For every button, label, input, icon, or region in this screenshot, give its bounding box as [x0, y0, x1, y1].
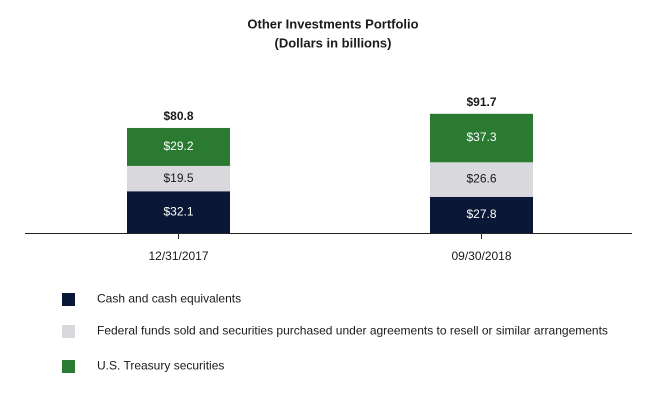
bar-segment — [430, 162, 533, 197]
value-label: $19.5 — [163, 171, 193, 185]
bar-segment — [127, 165, 230, 192]
legend-label: U.S. Treasury securities — [97, 359, 224, 373]
total-label: $91.7 — [466, 95, 496, 109]
bar-segment — [430, 196, 533, 233]
legend-swatch — [62, 360, 75, 373]
value-label: $32.1 — [163, 204, 193, 218]
total-label: $80.8 — [163, 109, 193, 123]
value-label: $26.6 — [466, 172, 496, 186]
chart-title: Other Investments Portfolio — [247, 16, 418, 31]
value-label: $29.2 — [163, 139, 193, 153]
chart-subtitle: (Dollars in billions) — [274, 35, 391, 50]
bar-segment — [430, 113, 533, 163]
bar-segment — [127, 127, 230, 166]
bar-segment — [127, 191, 230, 233]
legend-swatch — [62, 325, 75, 338]
legend-swatch — [62, 293, 75, 306]
x-tick-label: 12/31/2017 — [148, 249, 208, 263]
legend-label: Cash and cash equivalents — [97, 292, 241, 306]
value-label: $37.3 — [466, 130, 496, 144]
legend-label: Federal funds sold and securities purcha… — [97, 324, 608, 338]
value-label: $27.8 — [466, 207, 496, 221]
x-tick-label: 09/30/2018 — [451, 249, 511, 263]
